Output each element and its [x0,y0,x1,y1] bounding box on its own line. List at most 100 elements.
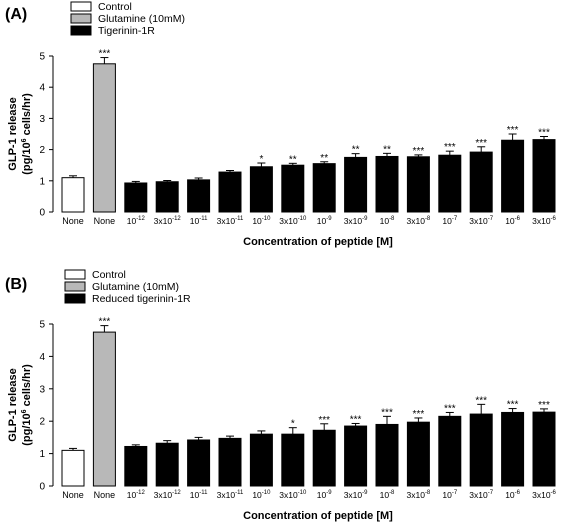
bar [187,179,211,213]
significance-marker: *** [99,317,111,328]
bar [469,151,493,213]
y-axis-unit-part: 6 [21,409,28,413]
x-tick-label-base: 10 [442,216,452,226]
x-tick-label-exponent: -11 [199,216,208,222]
x-tick-label-base: None [62,490,84,500]
x-tick-label-exponent: -9 [326,216,332,222]
significance-marker: *** [475,395,487,406]
y-axis-unit-label: (pg/106 cells/hr) [21,93,33,175]
bar [312,429,336,487]
legend-swatch [64,269,86,280]
legend-label: Reduced tigerinin-1R [92,293,191,305]
x-tick-label-base: None [94,216,116,226]
bar [375,155,399,213]
legend-label: Glutamine (10mM) [98,13,185,25]
x-tick-label-base: 10 [190,216,200,226]
x-tick-label: 3x10-9 [344,216,368,226]
x-tick-label: 3x10-7 [469,490,493,500]
significance-marker: *** [444,142,456,153]
x-tick-label: 3x10-11 [217,216,244,226]
x-tick-label: 3x10-10 [279,216,307,226]
x-tick-label: 3x10-6 [532,216,556,226]
significance-marker: ** [289,154,297,165]
bar [281,433,305,487]
panel-label: (B) [5,276,27,293]
x-tick-label: 10-9 [317,490,332,500]
x-tick-label-exponent: -9 [362,216,368,222]
y-tick-label: 1 [39,449,45,460]
x-tick-label-exponent: -12 [136,490,145,496]
y-tick-label: 2 [39,417,45,428]
x-tick-label-base: 10 [252,216,262,226]
x-tick-label-exponent: -12 [172,216,181,222]
x-tick-label-base: 10 [505,216,515,226]
x-tick-label-exponent: -11 [199,490,208,496]
bar [344,425,368,487]
bar [501,411,525,487]
significance-marker: *** [413,146,425,157]
x-tick-label-exponent: -7 [488,216,494,222]
x-tick-label-exponent: -9 [362,490,368,496]
x-tick-label-base: 10 [252,490,262,500]
x-tick-label-exponent: -8 [425,216,431,222]
y-tick-label: 3 [39,384,45,395]
significance-marker: *** [475,138,487,149]
x-tick-label-base: 3x10 [407,490,426,500]
y-axis-label: GLP-1 release [7,368,19,441]
x-tick-label-exponent: -7 [452,216,458,222]
legend-label: Tigerinin-1R [98,25,155,37]
x-tick-label-exponent: -9 [326,490,332,496]
x-tick-label: 10-6 [505,216,520,226]
x-tick-label-base: 10 [127,490,137,500]
bar [249,166,273,213]
panel-label: (A) [5,6,27,23]
legend-swatch [64,281,86,292]
y-axis-unit-part: 6 [21,138,28,142]
legend-swatch [70,25,92,36]
x-tick-label: 3x10-12 [154,490,182,500]
x-tick-label-base: 10 [317,490,327,500]
significance-marker: *** [99,49,111,60]
x-tick-label: 3x10-10 [279,490,307,500]
y-axis-unit-part: cells/hr) [21,93,33,139]
x-tick-label: 3x10-11 [217,490,244,500]
x-tick-label: 10-10 [252,216,271,226]
significance-marker: * [259,154,263,165]
bar [438,415,462,487]
x-tick-label: 3x10-7 [469,216,493,226]
bar [92,63,116,213]
bar [532,411,556,487]
x-tick-label-base: 3x10 [279,216,298,226]
bar [344,156,368,213]
x-tick-label-base: 10 [190,490,200,500]
x-tick-label-exponent: -11 [235,490,244,496]
x-tick-label-base: 3x10 [279,490,298,500]
x-tick-label-base: 10 [442,490,452,500]
bar [218,437,242,487]
y-tick-label: 1 [39,176,45,187]
bar [92,331,116,487]
x-tick-label-exponent: -6 [515,490,521,496]
x-tick-label-exponent: -10 [298,216,307,222]
bar [187,439,211,487]
x-tick-label-base: 3x10 [344,216,363,226]
x-tick-label-exponent: -6 [551,490,557,496]
legend-swatch [70,13,92,24]
legend-label: Control [98,1,132,13]
x-tick-label: None [62,216,84,226]
significance-marker: *** [413,409,425,420]
significance-marker: *** [350,414,362,425]
bar [469,413,493,487]
x-tick-label: 3x10-8 [407,216,431,226]
bar [312,163,336,213]
y-tick-label: 2 [39,145,45,156]
x-tick-label-base: 3x10 [154,216,173,226]
bar [124,445,148,487]
significance-marker: *** [444,403,456,414]
significance-marker: *** [507,400,519,411]
y-tick-label: 3 [39,114,45,125]
bar [532,139,556,213]
bar [249,433,273,487]
x-tick-label: None [94,216,116,226]
